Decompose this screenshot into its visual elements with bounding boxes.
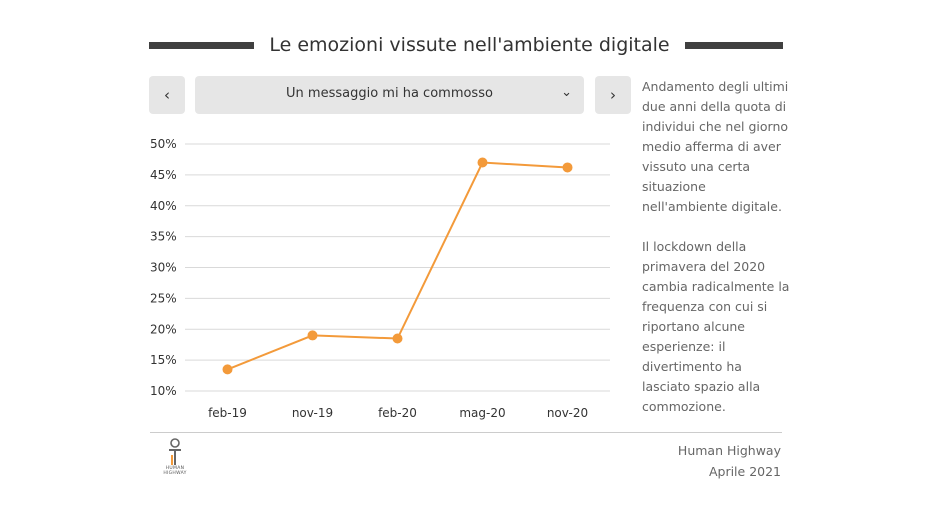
description: Andamento degli ultimi due anni della qu… bbox=[642, 77, 792, 437]
logo-text: HUMAN HIGHWAY bbox=[160, 466, 190, 476]
y-tick-label: 35% bbox=[150, 230, 177, 244]
series-layer bbox=[222, 157, 573, 375]
y-tick-label: 50% bbox=[150, 137, 177, 151]
x-tick-label: nov-20 bbox=[547, 406, 588, 420]
next-button[interactable]: › bbox=[595, 76, 631, 114]
y-axis-labels: 10% 15% 20% 25% 30% 35% 40% 45% 50% bbox=[150, 137, 177, 398]
footer-divider bbox=[150, 432, 782, 433]
source-name: Human Highway bbox=[677, 443, 781, 458]
source-date: Aprile 2021 bbox=[708, 464, 781, 479]
y-tick-label: 10% bbox=[150, 384, 177, 398]
source-credit: Human Highway Aprile 2021 bbox=[678, 440, 781, 482]
line-chart: 10% 15% 20% 25% 30% 35% 40% 45% 50% feb-19 nov-19… bbox=[150, 137, 610, 420]
description-paragraph-2: Il lockdown della primavera del 2020 cam… bbox=[642, 239, 790, 414]
x-axis-labels: feb-19 nov-19 feb-20 mag-20 nov-20 bbox=[208, 406, 588, 420]
chevron-down-icon: ⌄ bbox=[561, 85, 572, 100]
human-highway-logo-icon bbox=[169, 438, 181, 465]
x-tick-label: feb-19 bbox=[208, 406, 247, 420]
data-point bbox=[307, 330, 318, 341]
y-tick-label: 45% bbox=[150, 168, 177, 182]
data-point bbox=[562, 162, 573, 173]
data-point bbox=[392, 333, 403, 344]
y-tick-label: 30% bbox=[150, 261, 177, 275]
page-title: Le emozioni vissute nell'ambiente digita… bbox=[269, 34, 670, 56]
y-tick-label: 20% bbox=[150, 322, 177, 336]
data-point bbox=[222, 364, 233, 375]
title-bar-left bbox=[149, 42, 254, 49]
y-tick-label: 15% bbox=[150, 353, 177, 367]
x-tick-label: mag-20 bbox=[459, 406, 505, 420]
description-paragraph-1: Andamento degli ultimi due anni della qu… bbox=[642, 79, 789, 214]
emotion-select-value: Un messaggio mi ha commosso bbox=[286, 86, 493, 101]
prev-button[interactable]: ‹ bbox=[149, 76, 185, 114]
x-tick-label: nov-19 bbox=[292, 406, 333, 420]
chevron-right-icon: › bbox=[610, 86, 616, 104]
logo-text-line-1: HUMAN bbox=[165, 466, 185, 471]
grid-layer bbox=[185, 143, 610, 392]
y-tick-label: 40% bbox=[150, 199, 177, 213]
logo-text-line-2: HIGHWAY bbox=[163, 471, 187, 476]
chevron-left-icon: ‹ bbox=[164, 86, 170, 104]
y-tick-label: 25% bbox=[150, 291, 177, 305]
emotion-select[interactable]: Un messaggio mi ha commosso ⌄ bbox=[195, 76, 584, 114]
data-point bbox=[477, 157, 488, 168]
title-bar-right bbox=[685, 42, 783, 49]
x-tick-label: feb-20 bbox=[378, 406, 417, 420]
